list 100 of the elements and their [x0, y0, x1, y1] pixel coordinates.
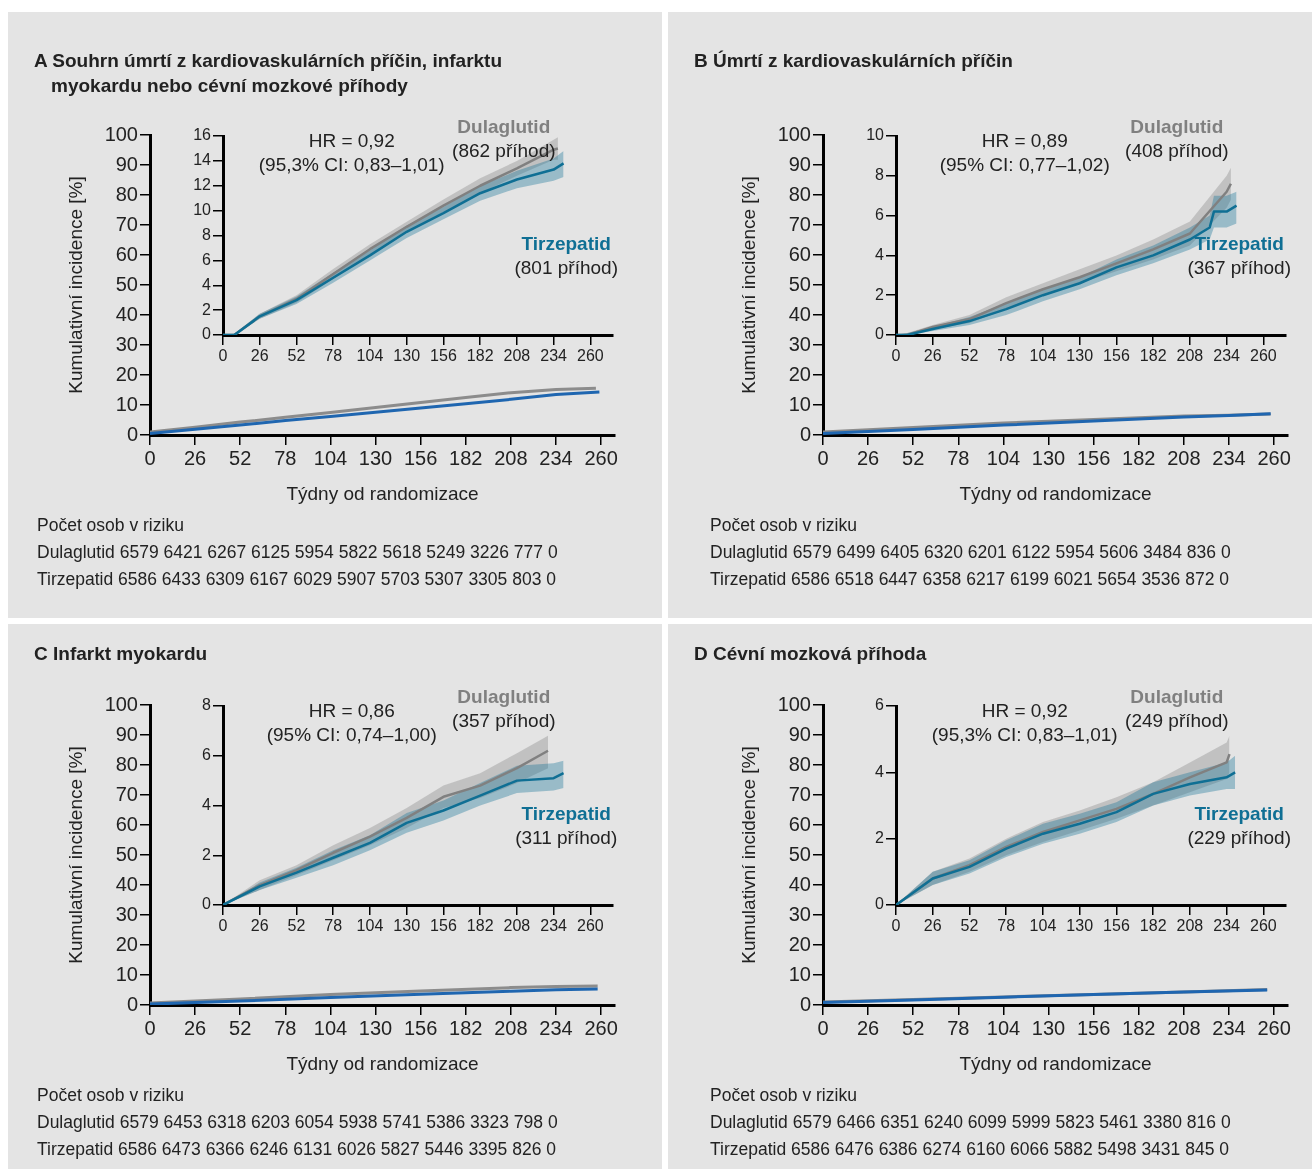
x-tick-label: 26 [183, 1016, 207, 1039]
annotation: HR = 0,86 [308, 699, 395, 721]
x-tick-label: 26 [183, 446, 207, 469]
y-tick-label: 8 [875, 166, 885, 184]
text: Dulaglutid [457, 685, 551, 707]
x-axis-title: Týdny od randomizace [286, 1052, 479, 1074]
y-tick-label: 30 [788, 332, 811, 355]
x-tick-label: 104 [356, 347, 384, 365]
y-tick-label: 90 [788, 722, 811, 745]
x-tick-label: 0 [817, 446, 829, 469]
x-tick-label: 104 [313, 446, 348, 469]
chart-title: A Souhrn úmrtí z kardiovaskulárních příčin, infarktu myokardu nebo cévní mozkové příhody [34, 49, 504, 98]
x-tick-label: 208 [503, 347, 531, 365]
annotation: (311 příhod) [515, 827, 618, 849]
x-tick-label: 260 [1250, 917, 1277, 935]
text: Tirzepatid 6586 6433 6309 6167 6029 5907 5703 5307 3305 803 0 [37, 568, 557, 591]
x-tick-label: 260 [577, 347, 604, 365]
text: Počet osob v riziku [710, 514, 858, 537]
x-tick-label: 52 [902, 1016, 925, 1039]
text: Tirzepatid 6586 6518 6447 6358 6217 6199 6021 5654 3536 872 0 [710, 568, 1230, 591]
x-tick-label: 208 [494, 1016, 528, 1039]
x-tick-label: 182 [466, 917, 494, 935]
y-tick-label: 100 [104, 122, 138, 145]
x-tick-label: 130 [1031, 446, 1066, 469]
y-tick-label: 0 [799, 992, 811, 1015]
y-axis-title: Kumulativní incidence [%] [737, 746, 759, 964]
y-tick-label: 90 [115, 722, 138, 745]
y-tick-label: 4 [875, 762, 885, 780]
x-tick-label: 104 [356, 917, 384, 935]
text: Dulaglutid 6579 6453 6318 6203 6054 5938 5741 5386 3323 798 0 [37, 1111, 558, 1134]
text: Tirzepatid 6586 6476 6386 6274 6160 6066 5882 5498 3431 845 0 [710, 1138, 1230, 1161]
x-tick-label: 208 [1176, 347, 1204, 365]
x-tick-label: 182 [449, 446, 483, 469]
x-axis-title: Týdny od randomizace [286, 482, 479, 504]
x-tick-label: 234 [1212, 446, 1246, 469]
text: Počet osob v riziku [37, 514, 185, 537]
annotation: (95,3% CI: 0,83–1,01) [931, 723, 1118, 745]
y-axis-title: Kumulativní incidence [%] [737, 176, 759, 394]
y-tick-label: 50 [115, 272, 138, 295]
y-tick-label: 10 [788, 962, 811, 985]
text: Tirzepatid [521, 233, 611, 255]
text: Dulaglutid 6579 6421 6267 6125 5954 5822 5618 5249 3226 777 0 [37, 541, 558, 564]
x-tick-label: 78 [324, 917, 343, 935]
y-tick-label: 90 [788, 152, 811, 175]
y-tick-label: 80 [115, 182, 138, 205]
x-tick-label: 182 [1122, 1016, 1156, 1039]
x-tick-label: 78 [274, 1016, 297, 1039]
y-tick-label: 2 [202, 845, 212, 863]
x-tick-label: 182 [449, 1016, 483, 1039]
x-tick-label: 156 [1103, 917, 1130, 935]
y-tick-label: 20 [788, 932, 811, 955]
y-tick-label: 60 [115, 812, 138, 835]
x-tick-label: 156 [1076, 446, 1111, 469]
chart-title: D Cévní mozková příhoda [694, 642, 928, 666]
text: Tirzepatid 6586 6473 6366 6246 6131 6026 5827 5446 3395 826 0 [37, 1138, 557, 1161]
x-tick-label: 208 [1176, 917, 1204, 935]
annotation: (801 příhod) [514, 257, 618, 279]
x-tick-label: 52 [287, 917, 306, 935]
y-tick-label: 80 [115, 752, 138, 775]
y-tick-label: 40 [115, 872, 138, 895]
chart-title: C Infarkt myokardu [34, 642, 209, 666]
y-tick-label: 20 [115, 362, 138, 385]
x-tick-label: 156 [403, 446, 438, 469]
annotation: (249 příhod) [1125, 709, 1229, 731]
x-tick-label: 26 [250, 917, 269, 935]
x-tick-label: 130 [393, 347, 421, 365]
x-tick-label: 260 [1257, 1016, 1291, 1039]
y-tick-label: 60 [788, 812, 811, 835]
x-tick-label: 182 [466, 347, 494, 365]
x-tick-label: 234 [1213, 917, 1241, 935]
x-tick-label: 52 [287, 347, 306, 365]
y-axis-title: Kumulativní incidence [%] [64, 746, 86, 964]
x-tick-label: 130 [1066, 347, 1094, 365]
x-tick-label: 182 [1139, 347, 1167, 365]
x-axis-title: Týdny od randomizace [959, 1052, 1152, 1074]
x-tick-label: 0 [218, 917, 228, 935]
y-tick-label: 10 [115, 962, 138, 985]
y-tick-label: 0 [799, 422, 811, 445]
x-tick-label: 26 [856, 1016, 880, 1039]
y-tick-label: 12 [193, 176, 212, 194]
y-tick-label: 0 [126, 422, 138, 445]
text: Počet osob v riziku [37, 1084, 185, 1107]
y-tick-label: 100 [777, 692, 811, 715]
x-tick-label: 208 [494, 446, 528, 469]
y-tick-label: 30 [115, 332, 138, 355]
y-tick-label: 10 [193, 201, 212, 219]
y-tick-label: 10 [115, 392, 138, 415]
y-tick-label: 16 [193, 126, 212, 144]
y-tick-label: 70 [115, 782, 138, 805]
annotation: (229 příhod) [1187, 827, 1291, 849]
y-tick-label: 80 [788, 752, 811, 775]
y-tick-label: 50 [788, 272, 811, 295]
annotation: HR = 0,92 [981, 699, 1068, 721]
x-tick-label: 52 [960, 917, 979, 935]
text: Dulaglutid 6579 6499 6405 6320 6201 6122 5954 5606 3484 836 0 [710, 541, 1231, 564]
x-tick-label: 104 [986, 446, 1021, 469]
y-tick-label: 50 [115, 842, 138, 865]
y-tick-label: 0 [202, 895, 212, 913]
x-tick-label: 78 [324, 347, 343, 365]
annotation: (862 příhod) [452, 139, 556, 161]
